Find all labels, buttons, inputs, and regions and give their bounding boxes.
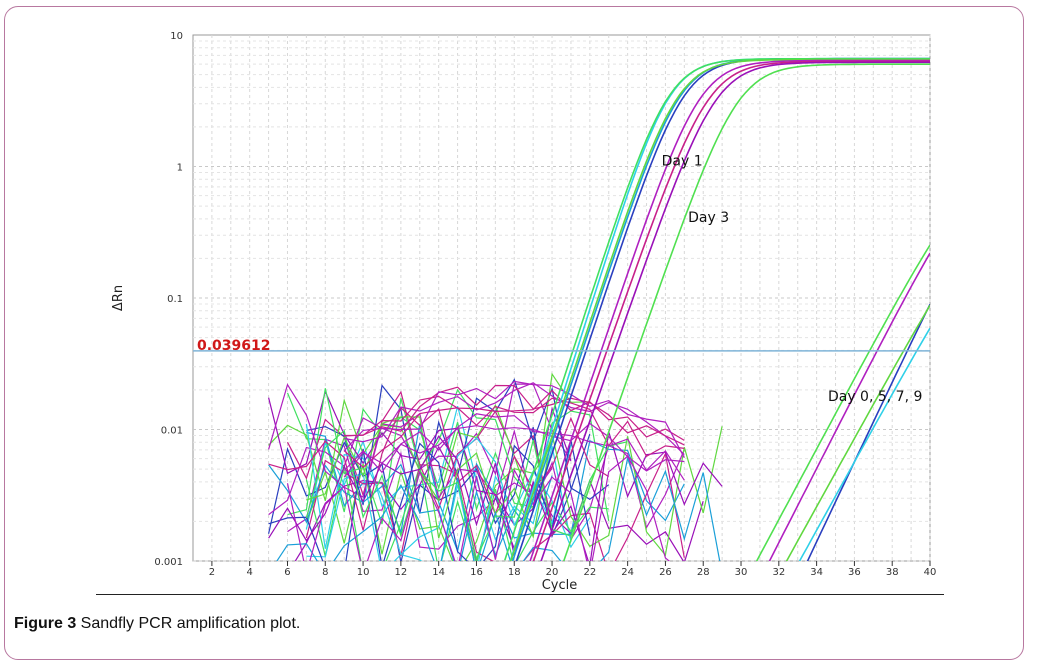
noise-trace xyxy=(305,443,553,561)
x-tick-label: 38 xyxy=(886,567,899,578)
threshold: 0.039612 xyxy=(193,338,930,354)
x-tick-label: 16 xyxy=(470,567,483,578)
x-tick-label: 40 xyxy=(924,567,937,578)
x-tick-label: 30 xyxy=(735,567,748,578)
x-tick-label: 28 xyxy=(697,567,710,578)
noise-trace xyxy=(343,380,685,458)
amplification-curve-5 xyxy=(509,58,930,561)
x-tick-label: 4 xyxy=(247,567,253,578)
x-tick-label: 6 xyxy=(284,567,290,578)
y-tick-label: 1 xyxy=(177,163,183,174)
noise-trace xyxy=(268,406,610,531)
noise-trace xyxy=(344,389,685,441)
noise-trace xyxy=(344,382,685,456)
x-tick-label: 24 xyxy=(621,567,634,578)
amplification-curve-4 xyxy=(504,57,930,561)
x-axis-label: Cycle xyxy=(542,578,578,593)
amplification-curve-6 xyxy=(529,59,930,561)
figure-caption: Figure 3 Sandfly PCR amplification plot. xyxy=(14,615,300,633)
y-axis-label: ΔRn xyxy=(111,285,126,311)
noise-trace xyxy=(343,413,685,481)
caption-rule xyxy=(96,594,944,595)
x-tick-label: 34 xyxy=(810,567,823,578)
noise-trace xyxy=(268,463,553,561)
noise-trace xyxy=(268,389,572,526)
amplification-curve-13 xyxy=(785,304,930,561)
amplification-curve-10 xyxy=(806,303,930,561)
amplification-curve-2 xyxy=(511,57,930,561)
annotations: Day 1 Day 3 Day 0, 5, 7, 9 xyxy=(662,153,923,405)
x-tick-label: 36 xyxy=(848,567,861,578)
x-tick-label: 8 xyxy=(322,567,328,578)
x-tick-label: 32 xyxy=(772,567,785,578)
noise-trace xyxy=(305,451,685,561)
x-tick-label: 20 xyxy=(546,567,559,578)
axes: 2 4 6 8 10 12 14 16 18 20 22 24 26 28 30 32 34 36 38 401010… xyxy=(111,31,936,593)
amplification-curve-8 xyxy=(540,61,930,561)
y-tick-label: 0.1 xyxy=(167,294,183,305)
x-tick-label: 10 xyxy=(357,567,370,578)
amplification-curve-12 xyxy=(755,244,930,561)
annotation-label: Day 0, 5, 7, 9 xyxy=(828,389,922,405)
x-tick-label: 26 xyxy=(659,567,672,578)
y-tick-label: 0.001 xyxy=(154,557,183,568)
noise-trace xyxy=(276,455,721,561)
caption-text: Sandfly PCR amplification plot. xyxy=(76,615,301,632)
caption-label: Figure 3 xyxy=(14,615,77,632)
noise-trace xyxy=(344,384,685,446)
noise-trace xyxy=(343,397,685,469)
x-tick-label: 22 xyxy=(583,567,596,578)
x-tick-label: 14 xyxy=(432,567,445,578)
x-tick-label: 18 xyxy=(508,567,521,578)
amplification-curve-7 xyxy=(532,60,930,561)
noise-trace xyxy=(286,455,671,561)
amplification-curve-11 xyxy=(768,252,930,561)
x-tick-label: 2 xyxy=(209,567,215,578)
noise-trace xyxy=(268,431,723,561)
amplification-curve-9 xyxy=(562,63,930,561)
annotation-label: Day 3 xyxy=(688,210,729,226)
noise-trace xyxy=(268,383,553,500)
y-tick-label: 0.01 xyxy=(161,426,183,437)
amplification-curves xyxy=(504,57,930,561)
noise-trace xyxy=(306,416,723,557)
y-tick-label: 10 xyxy=(170,31,183,42)
x-tick-label: 12 xyxy=(395,567,408,578)
baseline-noise xyxy=(268,372,723,561)
annotation-label: Day 1 xyxy=(662,153,703,169)
threshold-label: 0.039612 xyxy=(197,338,271,354)
amplification-curve-14 xyxy=(798,327,930,561)
